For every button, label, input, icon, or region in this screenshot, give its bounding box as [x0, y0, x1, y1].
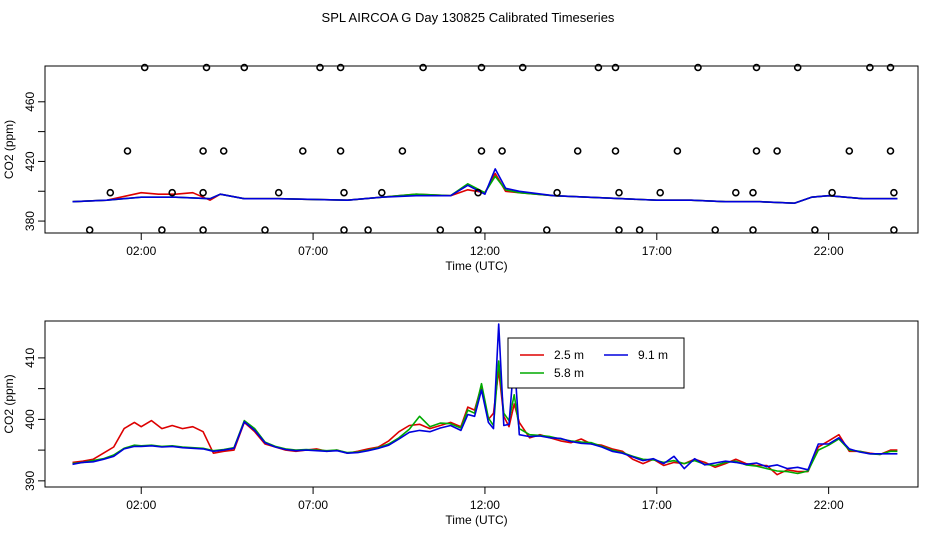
calibration-marker [199, 188, 207, 197]
calibration-marker [261, 226, 269, 234]
calibration-marker [298, 147, 307, 155]
calibration-marker [694, 63, 702, 72]
x-axis-label: Time (UTC) [445, 259, 507, 273]
calibration-marker [240, 63, 249, 72]
calibration-marker [886, 147, 895, 155]
calibration-marker [749, 188, 757, 197]
calibration-marker [199, 147, 207, 155]
calibration-marker [611, 63, 620, 72]
x-tick-label: 22:00 [814, 498, 844, 512]
calibration-marker [219, 147, 228, 155]
legend-label: 9.1 m [638, 348, 668, 362]
legend-label: 5.8 m [554, 366, 584, 380]
calibration-marker [158, 226, 166, 234]
series-line-5-8-m [72, 360, 898, 475]
legend-box [507, 337, 685, 389]
series-line-9-1-m [72, 168, 898, 204]
series-line-5-8-m [72, 175, 898, 204]
calibration-marker [436, 226, 445, 234]
calibration-marker [615, 226, 623, 234]
legend: 2.5 m 5.8 m 9.1 m [507, 337, 685, 389]
series-line-2-5-m [72, 369, 898, 476]
x-tick-label: 07:00 [298, 498, 328, 512]
bottom-panel: 02:00 07:00 12:00 17:00 22:00 390 400 410 Time (… [2, 320, 919, 527]
y-tick-label: 460 [23, 91, 37, 111]
calibration-marker [773, 147, 781, 155]
y-axis-label: CO2 (ppm) [2, 120, 16, 179]
calibration-marker [477, 63, 486, 72]
calibration-marker [793, 63, 802, 72]
calibration-marker [377, 188, 386, 197]
calibration-marker [477, 147, 486, 155]
calibration-marker [336, 63, 345, 72]
x-tick-label: 17:00 [642, 244, 672, 258]
x-tick-label: 12:00 [470, 244, 500, 258]
calibration-marker [123, 147, 132, 155]
x-tick-label: 02:00 [126, 498, 156, 512]
calibration-marker [474, 188, 482, 197]
calibration-marker [673, 147, 682, 155]
x-tick-label: 12:00 [470, 498, 500, 512]
calibration-marker [890, 188, 898, 197]
calibration-marker [752, 147, 761, 155]
calibration-marker [845, 147, 854, 155]
calibration-marker [731, 188, 740, 197]
calibration-marker [542, 226, 551, 234]
calibration-marker [828, 188, 836, 197]
calibration-marker [106, 188, 115, 197]
calibration-marker [336, 147, 345, 155]
calibration-marker [553, 188, 561, 197]
calibration-marker [364, 226, 372, 234]
calibration-marker [419, 63, 427, 72]
calibration-marker [752, 63, 761, 72]
calibration-marker [573, 147, 582, 155]
y-axis-label: CO2 (ppm) [2, 374, 16, 433]
calibration-marker [202, 63, 211, 72]
y-tick-label: 390 [23, 471, 37, 491]
y-tick-label: 420 [23, 151, 37, 171]
calibration-marker [615, 188, 623, 197]
x-tick-label: 17:00 [642, 498, 672, 512]
calibration-marker [168, 188, 176, 197]
calibration-marker [811, 226, 819, 234]
calibration-marker [340, 226, 348, 234]
calibration-marker [316, 63, 324, 72]
figure-title: SPL AIRCOA G Day 130825 Calibrated Times… [322, 10, 615, 25]
calibration-marker [340, 188, 348, 197]
plot-frame [44, 65, 919, 234]
top-panel: 02:00 07:00 12:00 17:00 22:00 380 420 460 Time (… [2, 63, 919, 273]
calibration-marker [656, 188, 665, 197]
calibration-marker [594, 63, 603, 72]
calibration-marker [140, 63, 149, 72]
calibration-marker [518, 63, 527, 72]
y-tick-label: 410 [23, 348, 37, 368]
x-axis-label: Time (UTC) [445, 513, 507, 527]
series-line-9-1-m [72, 323, 898, 471]
series-group [72, 323, 898, 476]
x-tick-label: 22:00 [814, 244, 844, 258]
calibration-marker [866, 63, 874, 72]
y-tick-label: 380 [23, 211, 37, 231]
calibration-marker [498, 147, 506, 155]
calibration-marker [749, 226, 757, 234]
calibration-marker [711, 226, 720, 234]
calibration-marker [199, 226, 207, 234]
calibration-marker [890, 226, 898, 234]
y-tick-label: 400 [23, 409, 37, 429]
calibration-marker [85, 226, 94, 234]
series-group [72, 168, 898, 204]
calibration-marker [274, 188, 283, 197]
calibration-marker [474, 226, 482, 234]
calibration-marker [611, 147, 620, 155]
legend-label: 2.5 m [554, 348, 584, 362]
x-tick-label: 02:00 [126, 244, 156, 258]
plot-frame [44, 320, 919, 488]
x-tick-label: 07:00 [298, 244, 328, 258]
calibration-marker [398, 147, 407, 155]
calibration-marker [886, 63, 895, 72]
calibration-marker [635, 226, 644, 234]
